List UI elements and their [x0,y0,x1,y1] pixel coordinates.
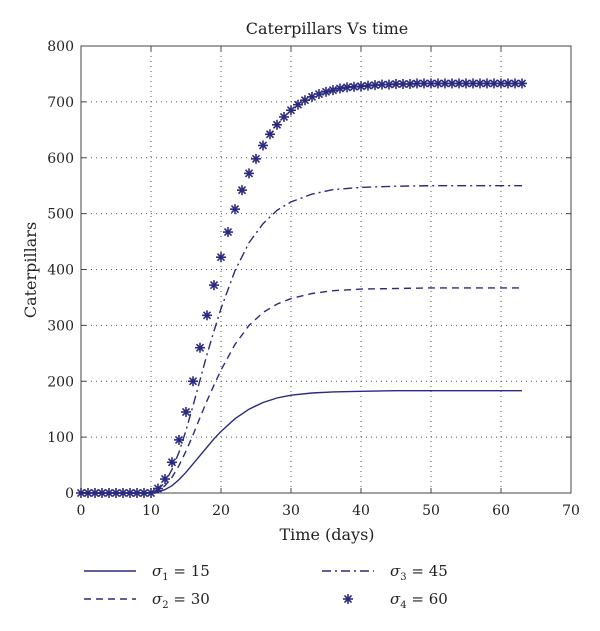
y-tick-label: 100 [47,430,74,446]
data-point [258,140,268,151]
data-point [377,79,387,90]
data-point [370,80,380,91]
data-point [188,376,198,387]
series-1-line [81,390,522,494]
legend-entry-1: σ1 = 15 [84,562,210,583]
data-point [300,95,310,106]
data-point [391,78,401,89]
data-point [174,434,184,445]
series-3-line [81,184,522,494]
data-point [251,153,261,164]
legend: σ1 = 15 σ2 = 30 σ3 = 45 σ4 = 60 [84,562,448,611]
legend-label: σ2 = 30 [152,590,210,611]
data-point [440,78,450,89]
data-point [468,78,478,89]
data-point [223,227,233,238]
data-point [447,78,457,89]
x-tick-label: 0 [77,503,86,519]
y-tick-label: 800 [47,39,74,55]
x-axis-title: Time (days) [279,525,374,544]
data-point [237,185,247,196]
y-tick-label: 500 [47,207,74,223]
y-tick-label: 0 [65,486,74,502]
x-tick-label: 20 [212,503,230,519]
x-tick-label: 10 [142,503,160,519]
data-point [335,83,345,94]
series-2-line [81,287,522,494]
data-point [181,406,191,417]
x-tick-label: 30 [282,503,300,519]
series-layer [76,78,527,498]
data-point [503,78,513,89]
data-point [517,78,527,89]
data-point [118,488,128,498]
data-point [496,78,506,89]
data-point [167,457,177,468]
legend-label: σ1 = 15 [152,562,210,583]
data-point [209,280,219,291]
legend-entry-3: σ3 = 45 [322,562,448,583]
legend-marker-icon [343,594,353,604]
legend-label: σ3 = 45 [390,562,448,583]
data-point [272,119,282,130]
y-tick-label: 700 [47,95,74,111]
data-point [160,474,170,485]
data-point [216,252,226,263]
data-point [83,488,93,498]
data-point [139,488,149,498]
data-point [146,488,156,498]
data-point [202,310,212,321]
y-axis-title: Caterpillars [21,222,40,318]
legend-entry-2: σ2 = 30 [84,590,210,611]
data-point [328,85,338,96]
data-point [195,342,205,353]
data-point [153,483,163,494]
data-point [314,89,324,100]
data-point [461,78,471,89]
data-point [293,99,303,110]
data-point [265,129,275,140]
data-point [244,168,254,179]
y-tick-label: 400 [47,263,74,279]
grid [81,46,571,493]
x-tick-label: 70 [562,503,580,519]
data-point [279,111,289,122]
legend-label: σ4 = 60 [390,590,448,611]
legend-entry-4: σ4 = 60 [343,590,448,611]
y-tick-label: 300 [47,318,74,334]
series-4-markers [76,78,527,498]
y-tick-label: 200 [47,374,74,390]
y-tick-label: 600 [47,151,74,167]
data-point [321,86,331,97]
x-tick-label: 40 [352,503,370,519]
data-point [286,105,296,116]
data-point [482,78,492,89]
x-tick-label: 50 [422,503,440,519]
data-point [125,488,135,498]
chart-title: Caterpillars Vs time [246,19,408,38]
data-point [230,204,240,215]
x-tick-label: 60 [492,503,510,519]
